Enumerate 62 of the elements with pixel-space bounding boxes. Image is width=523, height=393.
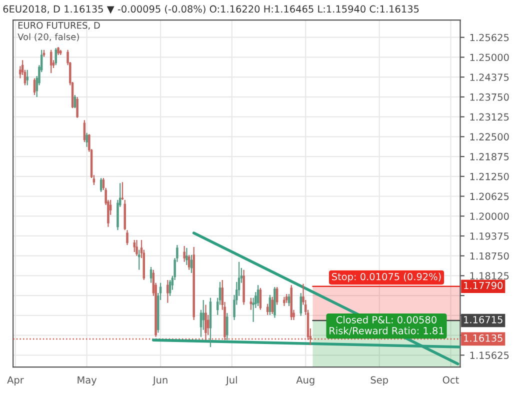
ref-line-label: 1.17790 (464, 282, 503, 290)
candlestick (83, 120, 86, 143)
candlestick (166, 279, 169, 304)
candlestick (54, 47, 57, 66)
chart-subtitle: EURO FUTURES, D (18, 22, 100, 30)
candlestick (186, 247, 188, 266)
y-tick-label: 1.23750 (470, 93, 509, 101)
candlestick (121, 182, 124, 200)
candlestick (50, 49, 52, 74)
candlestick (33, 78, 36, 96)
candlestick (133, 239, 136, 253)
candlestick (204, 304, 207, 341)
y-tick-label: 1.23125 (470, 113, 509, 121)
y-tick-label: 1.18125 (470, 272, 509, 280)
ref-line-label: 1.16715 (464, 316, 502, 324)
candlestick (74, 94, 76, 109)
candlestick (168, 279, 172, 296)
candlestick (86, 132, 88, 148)
candlestick (283, 296, 286, 307)
candlestick (138, 249, 140, 270)
candlestick (250, 297, 252, 310)
candlestick (268, 294, 272, 316)
candlestick (188, 254, 190, 270)
y-tick-label: 1.22500 (470, 133, 509, 140)
x-tick-label: May (78, 376, 97, 386)
candlestick (276, 286, 278, 306)
y-tick-label: 1.21875 (470, 153, 509, 160)
candlestick (76, 96, 78, 118)
x-tick-label: Jun (152, 376, 168, 386)
x-tick-label: Aug (296, 376, 314, 386)
x-tick-label: Sep (370, 376, 388, 386)
candlestick (183, 245, 186, 262)
y-tick-label: 1.21250 (470, 172, 509, 180)
y-tick-label: 1.18750 (470, 252, 509, 260)
candlestick (300, 292, 302, 316)
candlestick (259, 287, 262, 310)
chart-title: 6EU2018, D 1.16135 ▼ -0.00095 (-0.08%) O:1.16220 H:1.16465 L:1.15940 C:1.16135 (3, 5, 419, 14)
y-tick-label: 1.15625 (470, 352, 509, 359)
candlestick (256, 284, 260, 307)
x-tick-label: Jul (226, 376, 237, 386)
candlestick (126, 230, 128, 246)
candlestick (26, 69, 28, 86)
y-tick-label: 1.24375 (470, 74, 509, 81)
y-tick-label: 1.20625 (470, 192, 509, 200)
x-tick-label: Oct (442, 376, 459, 384)
band-label: Stop: 0.01075 (0.92%) (332, 272, 441, 282)
candlestick (150, 266, 152, 284)
candlestick (288, 293, 290, 307)
candlestick (271, 296, 274, 315)
y-tick-label: 1.20000 (470, 212, 509, 220)
x-tick-label: Apr (7, 376, 24, 386)
candlestick (190, 254, 193, 274)
ref-line-label: 1.16135 (464, 334, 502, 342)
band-label: Closed P&L: 0.00580 Risk/Reward Ratio: 1.81 (330, 316, 444, 336)
candlestick (136, 239, 138, 256)
y-tick-label: 1.25625 (470, 34, 509, 42)
candlestick (100, 177, 102, 193)
y-tick-label: 1.19375 (470, 232, 509, 240)
y-tick-label: 1.25000 (470, 54, 509, 62)
candlestick (226, 312, 228, 341)
candlestick (266, 303, 269, 316)
annotation: Vol (20, false) (18, 33, 79, 42)
